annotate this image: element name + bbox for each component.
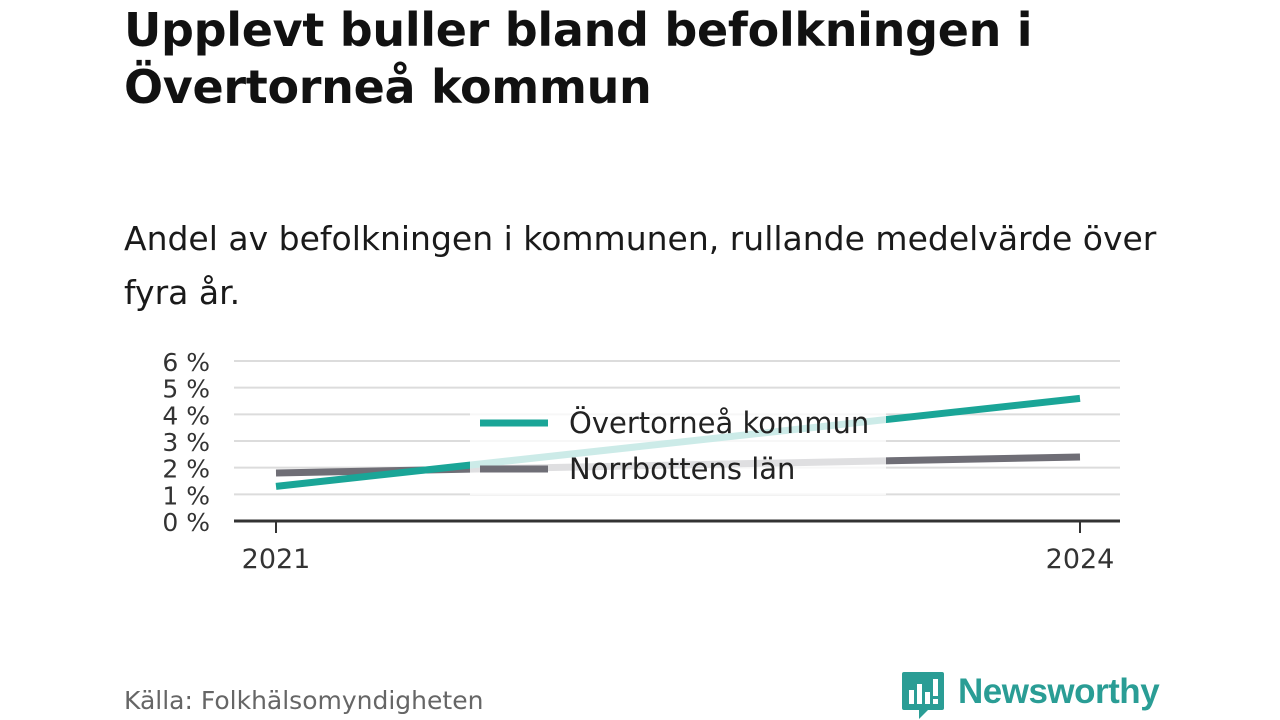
x-axis: 2021 2024 xyxy=(234,519,1120,575)
x-tick-label: 2024 xyxy=(1046,544,1115,575)
chart-title: Upplevt buller bland befolkningen i Över… xyxy=(124,3,1033,114)
y-tick-label: 3 % xyxy=(162,428,210,457)
chart-subtitle: Andel av befolkningen i kommunen, rullan… xyxy=(124,219,1157,312)
legend-background xyxy=(470,399,886,495)
source-note: Källa: Folkhälsomyndigheten xyxy=(124,686,484,715)
legend: Övertorneå kommun Norrbottens län xyxy=(470,399,886,495)
y-tick-label: 1 % xyxy=(162,481,210,510)
y-tick-label: 5 % xyxy=(162,375,210,404)
legend-label: Norrbottens län xyxy=(569,452,795,486)
x-tick-label: 2021 xyxy=(242,544,311,575)
y-tick-label: 4 % xyxy=(162,401,210,430)
brand-logo[interactable]: Newsworthy xyxy=(902,672,1160,720)
y-tick-label: 2 % xyxy=(162,455,210,484)
brand-name: Newsworthy xyxy=(958,672,1160,711)
y-tick-label: 0 % xyxy=(162,508,210,537)
y-axis-ticks: 0 %1 %2 %3 %4 %5 %6 % xyxy=(162,348,210,537)
y-tick-label: 6 % xyxy=(162,348,210,377)
legend-label: Övertorneå kommun xyxy=(569,406,869,440)
newsworthy-logo-icon xyxy=(902,672,944,719)
